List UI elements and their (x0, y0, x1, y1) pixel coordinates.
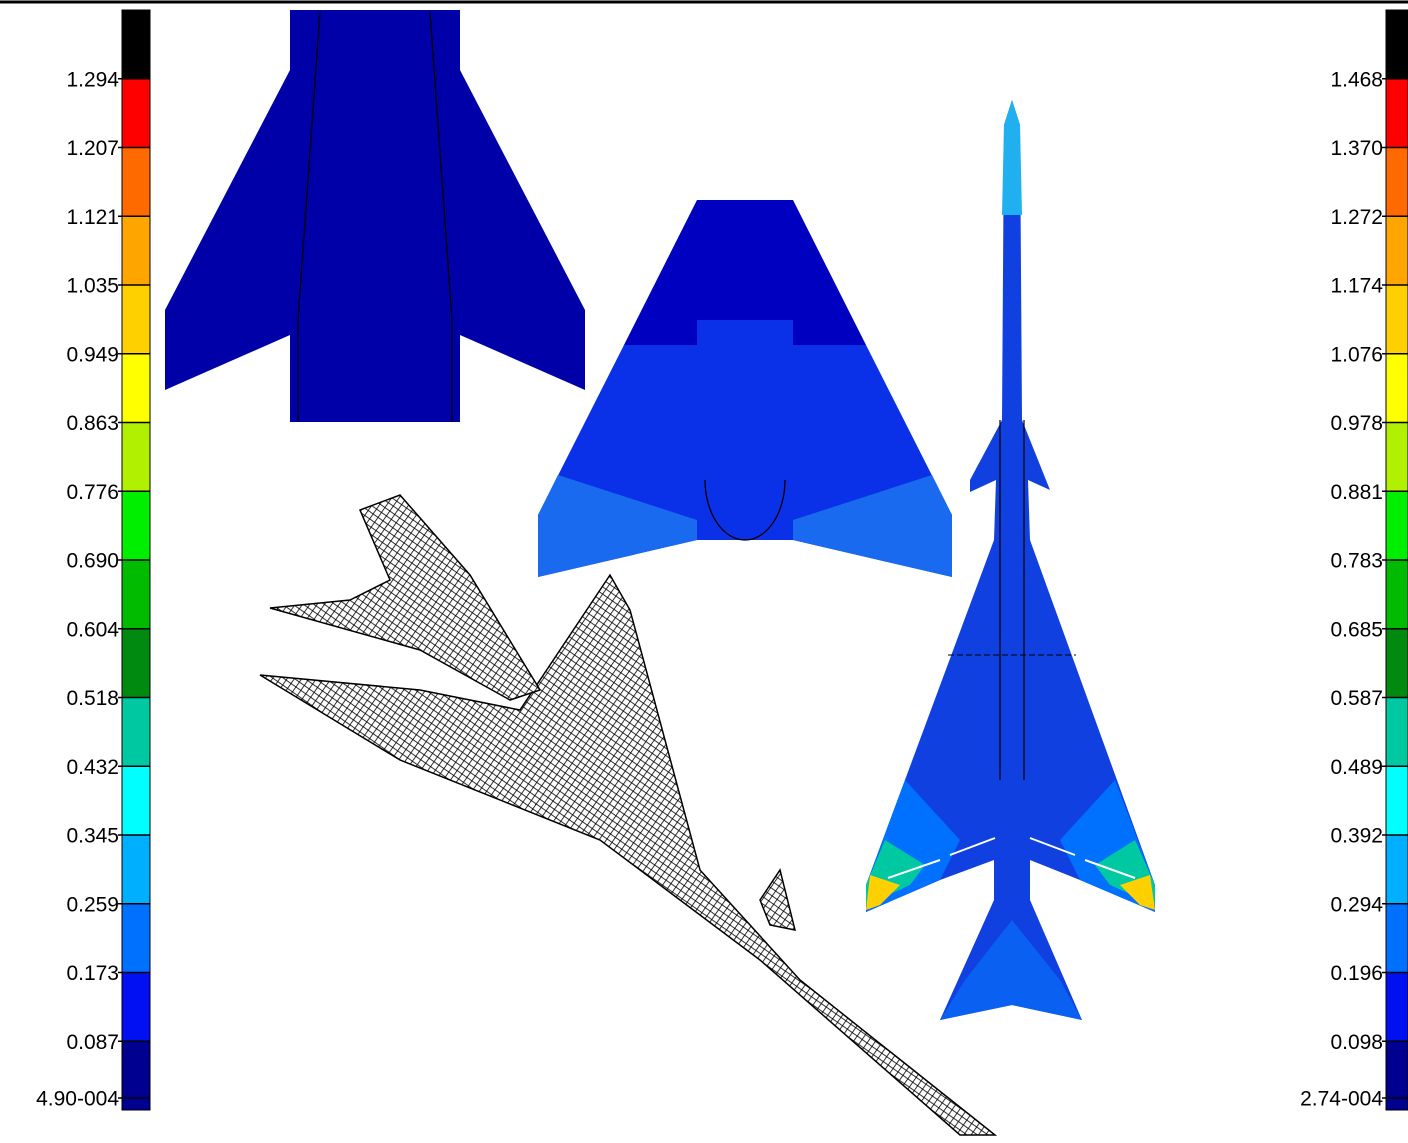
legend-label: 1.121 (66, 206, 119, 229)
side-view (866, 100, 1155, 1020)
legend-label: 0.392 (1330, 825, 1383, 848)
legend-label: 0.783 (1330, 550, 1383, 573)
color-band (122, 560, 150, 630)
legend-label: 0.863 (66, 412, 119, 435)
legend-label: 0.098 (1330, 1031, 1383, 1054)
legend-label: 0.690 (66, 550, 119, 573)
color-band (1386, 1041, 1408, 1111)
color-band (122, 78, 150, 148)
legend-label: 1.294 (66, 68, 119, 91)
color-band (122, 147, 150, 217)
color-band (122, 216, 150, 286)
color-band (122, 422, 150, 492)
color-band (122, 491, 150, 561)
legend-label: 0.685 (1330, 618, 1383, 641)
legend-label: 0.196 (1330, 962, 1383, 985)
legend-label: 1.035 (66, 275, 119, 298)
legend-label: 4.90-004 (36, 1088, 119, 1111)
color-band (122, 10, 150, 80)
color-band (1386, 353, 1408, 423)
bottom-view (538, 200, 952, 577)
color-band (1386, 491, 1408, 561)
color-band (1386, 835, 1408, 905)
color-band (122, 353, 150, 423)
legend-label: 0.173 (66, 962, 119, 985)
legend-label: 0.432 (66, 756, 119, 779)
legend-label: 0.604 (66, 618, 119, 641)
legend-label: 0.881 (1330, 481, 1383, 504)
legend-label: 0.489 (1330, 756, 1383, 779)
color-band (1386, 628, 1408, 698)
color-band (122, 766, 150, 836)
color-band (1386, 560, 1408, 630)
color-band (122, 835, 150, 905)
color-band (1386, 10, 1408, 80)
color-band (122, 628, 150, 698)
legend-label: 0.294 (1330, 893, 1383, 916)
legend-label: 1.207 (66, 137, 119, 160)
color-band (1386, 972, 1408, 1042)
legend-label: 0.087 (66, 1031, 119, 1054)
legend-label: 0.978 (1330, 412, 1383, 435)
legend-label: 0.259 (66, 893, 119, 916)
top-view (165, 10, 585, 422)
color-band (122, 972, 150, 1042)
color-band (1386, 422, 1408, 492)
legend-label: 0.518 (66, 687, 119, 710)
color-band (122, 285, 150, 355)
legend-label: 0.776 (66, 481, 119, 504)
color-band (1386, 78, 1408, 148)
color-band (1386, 216, 1408, 286)
legend-label: 0.345 (66, 825, 119, 848)
legend-label: 0.587 (1330, 687, 1383, 710)
legend-label: 1.272 (1330, 206, 1383, 229)
color-band (1386, 697, 1408, 767)
color-band (122, 1041, 150, 1111)
color-band (1386, 285, 1408, 355)
color-band (1386, 147, 1408, 217)
color-band (122, 903, 150, 973)
legend-label: 1.174 (1330, 275, 1383, 298)
legend-label: 0.949 (66, 343, 119, 366)
legend-label: 2.74-004 (1300, 1088, 1383, 1111)
color-band (1386, 903, 1408, 973)
legends: 1.294 1.207 1.121 1.035 0.949 0.863 0.776 0.690… (36, 9, 1408, 1111)
legend-label: 1.468 (1330, 68, 1383, 91)
legend-label: 1.370 (1330, 137, 1383, 160)
legend-label: 1.076 (1330, 343, 1383, 366)
color-band (122, 697, 150, 767)
wireframe-view (259, 494, 998, 1136)
color-band (1386, 766, 1408, 836)
